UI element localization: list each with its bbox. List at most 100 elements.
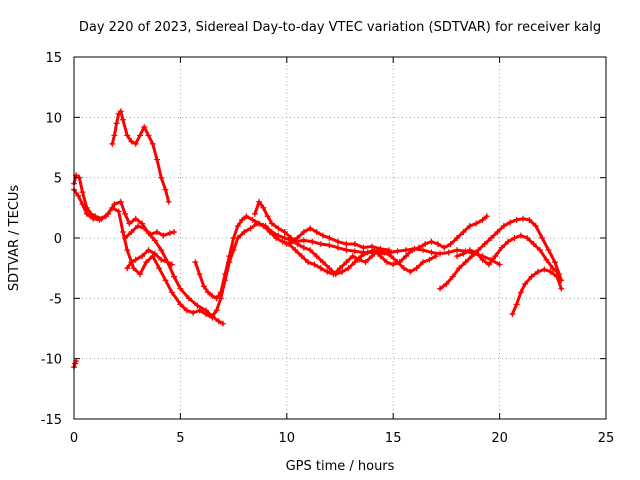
data-point: [339, 268, 346, 275]
series-line: [210, 222, 438, 318]
data-point: [132, 256, 139, 263]
data-point: [239, 216, 246, 223]
data-point: [394, 248, 401, 255]
data-point: [332, 271, 339, 278]
data-point: [445, 249, 452, 256]
data-point: [447, 241, 454, 248]
data-point: [454, 235, 461, 241]
data-point: [454, 247, 461, 254]
data-point: [543, 256, 550, 263]
series-arc-13: [71, 358, 80, 371]
data-point: [454, 253, 461, 260]
data-point: [166, 230, 173, 237]
data-point: [264, 213, 271, 220]
data-point: [426, 256, 433, 263]
data-point: [254, 220, 261, 227]
data-point: [317, 265, 324, 272]
data-point: [466, 222, 473, 229]
data-point: [407, 268, 414, 275]
data-point: [124, 247, 131, 254]
data-point: [234, 235, 241, 241]
data-point: [168, 261, 175, 268]
data-point: [136, 132, 143, 139]
data-point: [545, 247, 552, 254]
data-point: [241, 228, 248, 235]
data-point: [473, 249, 480, 256]
series-arc-12: [509, 266, 565, 318]
data-point: [509, 311, 516, 318]
data-point: [156, 265, 163, 272]
data-point: [526, 216, 533, 223]
data-point: [443, 280, 450, 287]
axes: 0 5 10 15 20 25 -15 -10 -5 0 5 10 15: [41, 51, 615, 446]
data-point: [126, 220, 133, 227]
data-point: [466, 247, 473, 254]
data-point: [468, 253, 475, 260]
data-point: [402, 247, 409, 254]
data-point: [326, 265, 333, 272]
data-point: [300, 244, 307, 251]
data-point: [537, 247, 544, 254]
data-point: [317, 241, 324, 248]
data-point: [517, 289, 524, 296]
x-tick-label: 20: [491, 431, 508, 446]
data-point: [485, 261, 492, 268]
data-point: [300, 228, 307, 235]
data-point: [194, 302, 201, 309]
data-point: [268, 220, 275, 227]
data-point: [177, 285, 184, 292]
data-point: [147, 231, 154, 238]
x-tick-label: 15: [385, 431, 402, 446]
data-point: [534, 268, 541, 275]
data-point: [349, 253, 356, 260]
data-point: [337, 265, 343, 272]
data-point: [130, 265, 137, 272]
data-point: [149, 140, 156, 147]
series-line: [510, 267, 563, 316]
data-point: [111, 132, 118, 139]
data-point: [279, 238, 286, 245]
data-point: [343, 259, 350, 266]
data-point: [558, 285, 565, 292]
data-point: [460, 228, 467, 235]
data-point: [109, 140, 116, 147]
series-arc-7: [209, 220, 439, 320]
data-point: [334, 244, 341, 251]
data-point: [324, 268, 331, 275]
data-point: [79, 189, 86, 196]
data-point: [219, 320, 226, 327]
data-point: [266, 228, 273, 235]
series-arc-5: [124, 247, 175, 272]
data-point: [513, 301, 520, 308]
data-point: [292, 238, 299, 245]
data-point: [498, 244, 505, 251]
data-point: [419, 259, 426, 266]
data-point: [496, 261, 503, 268]
data-point: [143, 259, 150, 266]
data-point: [507, 219, 514, 226]
data-point: [196, 271, 203, 278]
data-point: [190, 309, 197, 316]
data-point: [511, 235, 518, 241]
data-point: [400, 265, 407, 272]
data-point: [109, 204, 116, 211]
data-point: [334, 238, 341, 245]
data-point: [362, 259, 369, 266]
data-point: [343, 247, 350, 254]
data-point: [488, 235, 495, 241]
x-tick-label: 25: [598, 431, 615, 446]
data-point: [547, 268, 554, 275]
data-point: [96, 216, 103, 223]
data-point: [171, 228, 178, 235]
data-point: [234, 222, 241, 229]
data-point: [437, 250, 444, 257]
data-point: [160, 232, 167, 239]
data-point: [151, 250, 158, 257]
y-tick-label: -15: [41, 413, 62, 428]
data-point: [83, 210, 90, 217]
data-point: [217, 295, 224, 302]
data-point: [115, 208, 122, 215]
data-point: [343, 241, 350, 248]
data-point: [305, 259, 312, 266]
